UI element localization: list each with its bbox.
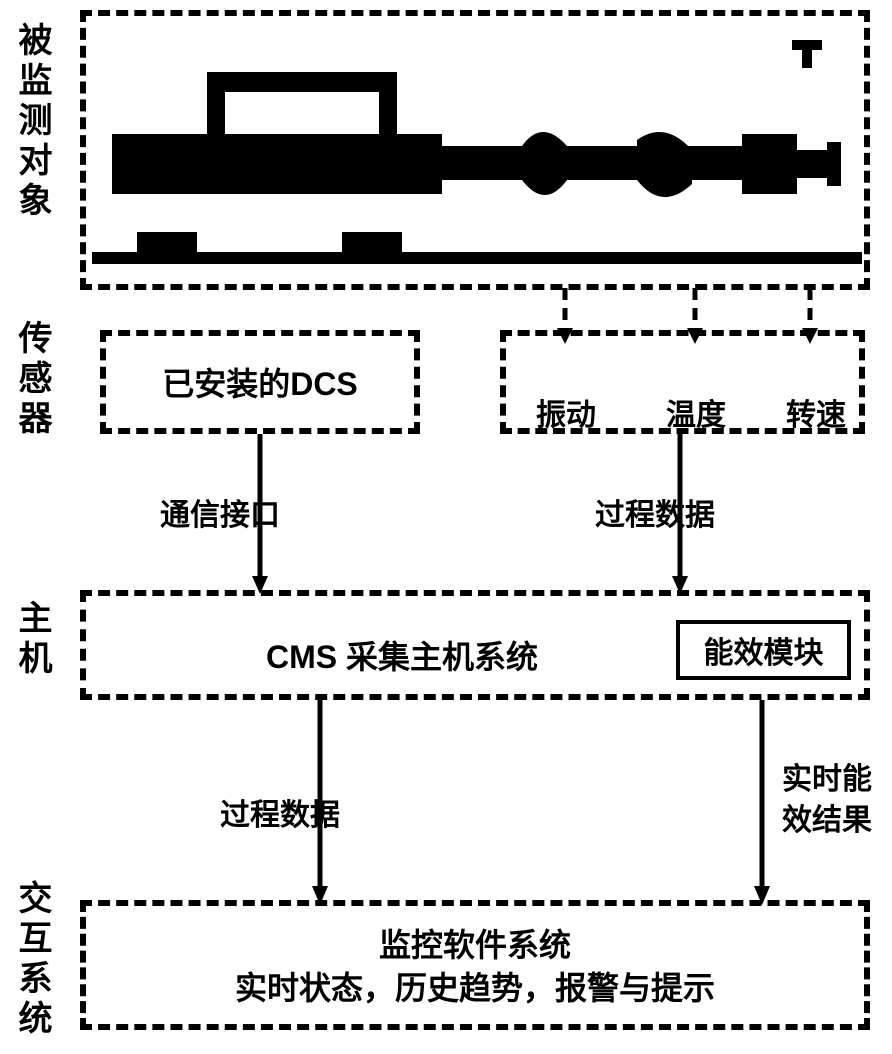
machine-silhouette-icon <box>92 22 862 282</box>
process-data-text-2: 过程数据 <box>220 790 340 834</box>
monitor-text: 监控软件系统 实时状态，历史趋势，报警与提示 <box>86 924 864 1010</box>
monitored-object-box <box>80 10 870 290</box>
efficiency-module-text: 能效模块 <box>704 628 824 672</box>
efficiency-module-box: 能效模块 <box>676 620 851 680</box>
realtime-eff-text: 实时能 效结果 <box>782 760 887 841</box>
arrow-host-to-monitor-right <box>752 700 772 905</box>
label-sensor: 传感器 <box>8 320 57 440</box>
realtime-eff-line2: 效结果 <box>782 804 872 837</box>
label-monitored-object: 被监测对象 <box>8 22 57 222</box>
dcs-text: 已安装的DCS <box>162 359 358 405</box>
monitor-line1: 监控软件系统 <box>379 927 571 963</box>
process-data-text-1: 过程数据 <box>595 490 715 534</box>
dcs-box: 已安装的DCS <box>100 330 420 434</box>
speed-text: 转速 <box>786 390 846 434</box>
diagram-canvas: { "labels": { "monitored_object": "被监测对象… <box>0 0 892 1054</box>
vibration-text: 振动 <box>536 390 596 434</box>
host-box: CMS 采集主机系统 能效模块 <box>80 590 870 700</box>
monitor-box: 监控软件系统 实时状态，历史趋势，报警与提示 <box>80 900 870 1030</box>
label-host: 主机 <box>8 600 57 680</box>
sensor-signals-box: 振动 温度 转速 <box>500 330 865 434</box>
monitor-line2: 实时状态，历史趋势，报警与提示 <box>235 970 715 1006</box>
cms-text: CMS 采集主机系统 <box>266 632 538 678</box>
comm-interface-text: 通信接口 <box>160 490 280 534</box>
temperature-text: 温度 <box>666 390 726 434</box>
realtime-eff-line1: 实时能 <box>782 763 872 796</box>
label-interactive-system: 交互系统 <box>8 880 57 1040</box>
